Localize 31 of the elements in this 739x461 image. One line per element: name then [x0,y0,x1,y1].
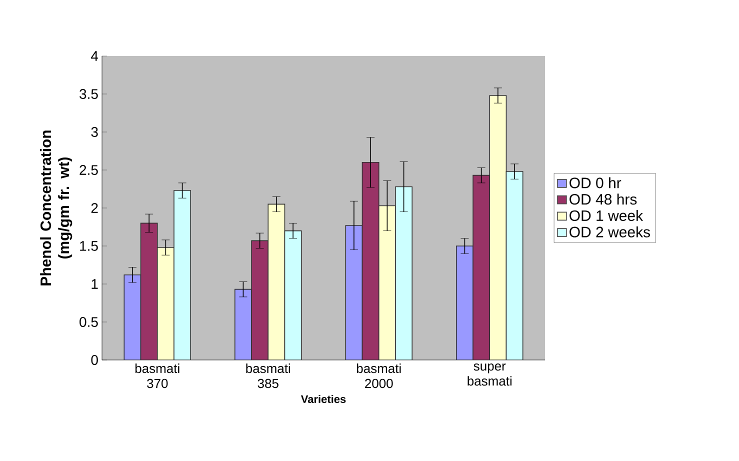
legend-label: OD 1 week [570,210,644,222]
legend-label: OD 0 hr [570,177,622,188]
bar [378,205,396,360]
bar [268,204,286,360]
y-tick-label: 2.5 [80,165,98,175]
y-tick-label: 0.5 [80,317,98,327]
bar [284,230,302,360]
x-tick-label: super basmati [468,364,512,386]
y-tick-label: 4 [90,51,98,61]
y-axis-title: Phenol Concentration (mg/gm fr. wt) [40,130,72,286]
y-tick-label: 3.5 [80,89,98,99]
bar [174,190,191,360]
x-tick-label: basmati 2000 [356,364,401,388]
bar [140,222,158,360]
x-tick-label: basmati 385 [246,364,290,388]
y-tick-label: 3 [91,127,98,137]
x-tick-label: basmati 370 [135,364,180,388]
y-tick-label: 0 [91,355,98,365]
y-tick-label: 1 [92,279,98,289]
bar [506,171,524,360]
bar [395,186,412,360]
bar [156,247,174,360]
bar [251,240,269,360]
bar [472,174,490,360]
bar [489,95,507,360]
y-tick-label: 2 [91,203,98,213]
legend-label: OD 2 weeks [570,226,650,238]
legend-label: OD 48 hrs [570,194,637,205]
y-tick-label: 1.5 [80,241,98,251]
bar [362,162,380,360]
x-axis-title: Varieties [300,394,346,404]
